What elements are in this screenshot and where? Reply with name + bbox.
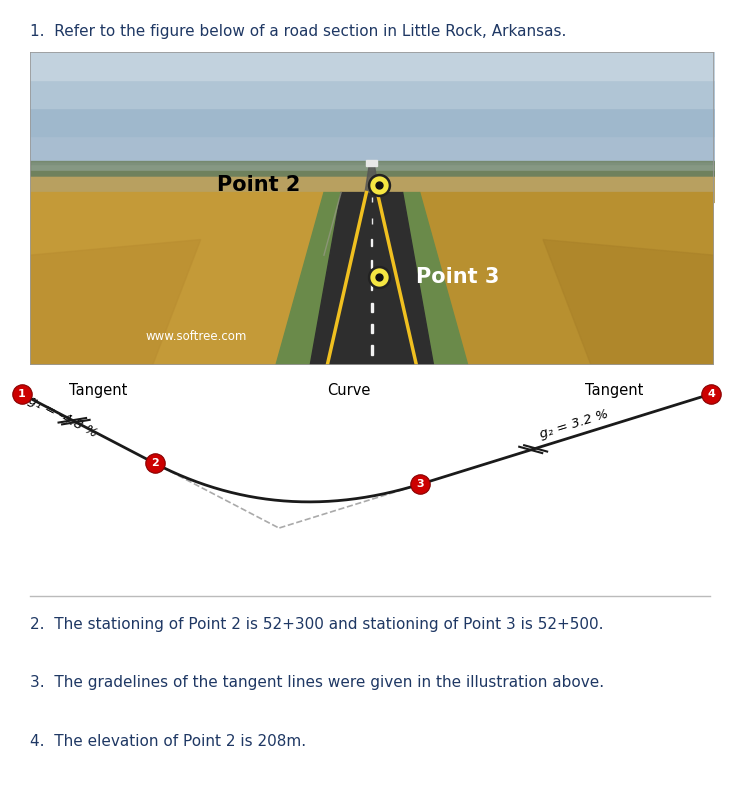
Polygon shape [30,193,324,365]
Polygon shape [543,240,714,365]
Text: 4.  The elevation of Point 2 is 208m.: 4. The elevation of Point 2 is 208m. [30,734,306,749]
Bar [371,324,372,333]
Bar [371,345,373,355]
Text: Curve: Curve [327,383,370,399]
Text: 1.  Refer to the figure below of a road section in Little Rock, Arkansas.: 1. Refer to the figure below of a road s… [30,24,566,40]
Polygon shape [420,193,714,365]
Text: www.softree.com: www.softree.com [146,330,247,343]
Text: g₁ = -4.8 %: g₁ = -4.8 % [26,393,99,440]
Polygon shape [403,193,468,365]
Polygon shape [30,240,201,365]
Text: Tangent: Tangent [585,383,644,399]
Text: Point 3: Point 3 [417,267,500,287]
Polygon shape [365,161,379,193]
Polygon shape [276,193,341,365]
Polygon shape [310,193,434,365]
Polygon shape [366,160,377,166]
Text: 2.  The stationing of Point 2 is 52+300 and stationing of Point 3 is 52+500.: 2. The stationing of Point 2 is 52+300 a… [30,617,603,633]
Bar [371,303,372,312]
Text: 4: 4 [707,389,715,399]
Text: g₂ = 3.2 %: g₂ = 3.2 % [539,408,610,441]
Text: Point 2: Point 2 [217,175,300,194]
Bar [371,282,372,290]
Bar [371,261,372,268]
Text: 3.  The gradelines of the tangent lines were given in the illustration above.: 3. The gradelines of the tangent lines w… [30,675,604,691]
Text: Tangent: Tangent [69,383,127,399]
Text: 3: 3 [417,479,424,489]
Bar [371,240,372,246]
Text: 2: 2 [151,458,158,468]
Text: 1: 1 [18,389,26,399]
